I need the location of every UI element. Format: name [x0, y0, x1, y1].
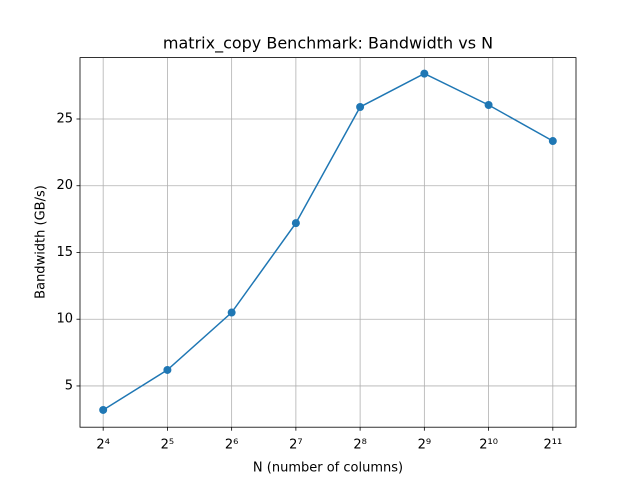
chart-title: matrix_copy Benchmark: Bandwidth vs N: [163, 34, 493, 54]
y-tick-label: 20: [56, 178, 73, 193]
chart: matrix_copy Benchmark: Bandwidth vs N N …: [0, 0, 640, 480]
y-tick-label: 5: [65, 378, 73, 393]
x-tick-label: 2⁵: [161, 438, 174, 453]
x-tick-label: 2¹¹: [543, 438, 562, 453]
data-point: [163, 366, 171, 374]
data-point: [228, 309, 236, 317]
y-tick-label: 15: [56, 245, 73, 260]
data-point: [99, 406, 107, 414]
data-point: [420, 70, 428, 78]
x-tick-label: 2¹⁰: [479, 438, 498, 453]
y-axis-label: Bandwidth (GB/s): [34, 185, 49, 299]
data-point: [292, 219, 300, 227]
data-point: [549, 137, 557, 145]
y-tick-label: 25: [56, 111, 73, 126]
data-point: [356, 103, 364, 111]
x-tick-label: 2⁷: [289, 438, 302, 453]
data-point: [485, 101, 493, 109]
x-tick-label: 2⁴: [96, 438, 109, 453]
x-axis-label: N (number of columns): [253, 461, 403, 476]
y-tick-label: 10: [56, 312, 73, 327]
x-tick-label: 2⁸: [353, 438, 366, 453]
x-tick-label: 2⁶: [225, 438, 238, 453]
background: [0, 0, 640, 480]
x-tick-label: 2⁹: [418, 438, 431, 453]
